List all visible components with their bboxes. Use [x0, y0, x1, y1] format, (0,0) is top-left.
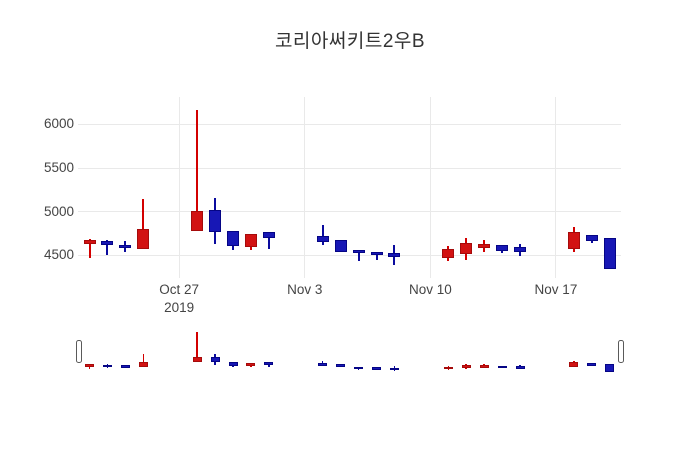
x-gridline	[555, 97, 557, 278]
mini-candle-wick-up	[142, 354, 145, 367]
y-gridline	[78, 123, 621, 125]
x-gridline	[304, 97, 306, 278]
candle-wick-down[interactable]	[375, 251, 378, 261]
candle-body-up[interactable]	[244, 234, 257, 248]
rangeslider-handle-left[interactable]	[76, 339, 82, 363]
mini-candle-body-down	[605, 363, 615, 372]
candle-body-down[interactable]	[603, 237, 616, 269]
mini-candle-body-up	[461, 365, 471, 368]
y-tick-label: 6000	[43, 116, 74, 132]
mini-candle-body-up	[569, 362, 579, 367]
y-tick-label: 5500	[43, 160, 74, 175]
candle-wick-down[interactable]	[321, 225, 324, 246]
candle-body-up[interactable]	[83, 240, 96, 244]
mini-candle-body-up	[246, 362, 256, 367]
mini-candle-body-down	[228, 361, 238, 366]
mini-candle-body-down	[515, 366, 525, 369]
candle-body-down[interactable]	[388, 253, 401, 257]
mini-candle-body-up	[138, 361, 148, 367]
y-gridline	[78, 167, 621, 169]
mini-candle-body-down	[587, 363, 597, 366]
candle-body-down[interactable]	[101, 241, 114, 245]
candle-body-up[interactable]	[567, 232, 580, 249]
candle-body-down[interactable]	[209, 209, 222, 233]
candle-body-down[interactable]	[585, 235, 598, 241]
x-tick-sublabel: 2019	[164, 300, 195, 315]
candle-body-up[interactable]	[137, 228, 150, 249]
x-tick-label: Oct 27	[159, 282, 200, 297]
x-gridline	[429, 97, 431, 278]
mini-candle-body-up	[443, 366, 453, 370]
candle-body-down[interactable]	[514, 247, 527, 252]
candle-body-down[interactable]	[352, 249, 365, 254]
candle-wick-down[interactable]	[106, 240, 109, 255]
x-tick-label: Nov 3	[287, 282, 323, 297]
mini-candle-body-up	[192, 356, 202, 362]
candle-body-down[interactable]	[496, 245, 509, 251]
candle-wick-up[interactable]	[88, 239, 91, 258]
candle-body-down[interactable]	[119, 244, 132, 248]
rangeslider-handle-right[interactable]	[617, 339, 624, 363]
mini-candle-body-down	[336, 364, 346, 368]
mini-candle-body-down	[497, 365, 507, 369]
candle-body-down[interactable]	[316, 235, 329, 242]
candle-wick-down[interactable]	[357, 249, 360, 262]
y-gridline	[78, 211, 621, 213]
candle-wick-down[interactable]	[267, 232, 270, 249]
mini-candle-body-down	[264, 362, 274, 365]
mini-candle-body-down	[210, 356, 220, 363]
candle-body-up[interactable]	[442, 248, 455, 258]
candle-body-up[interactable]	[478, 243, 491, 249]
mini-candle-wick-down	[321, 360, 324, 366]
candle-wick-up[interactable]	[196, 109, 199, 231]
candle-body-down[interactable]	[334, 240, 347, 252]
mini-candle-body-down	[318, 363, 328, 366]
mini-candle-body-down	[102, 364, 112, 368]
mini-candle-body-up	[479, 365, 489, 368]
candle-body-down[interactable]	[370, 251, 383, 255]
mini-candle-body-down	[120, 365, 130, 368]
candle-body-up[interactable]	[460, 242, 473, 255]
candle-body-up[interactable]	[191, 210, 204, 231]
x-gridline	[178, 97, 180, 278]
x-tick-label: Nov 17	[534, 282, 578, 297]
mini-candle-body-down	[372, 367, 382, 370]
chart-title: 코리아써키트2우B	[274, 31, 426, 52]
mini-candle-wick-up	[196, 331, 198, 362]
y-tick-label: 4500	[43, 247, 74, 263]
mini-candle-body-down	[389, 367, 399, 371]
candle-body-down[interactable]	[262, 232, 275, 239]
mini-candle-body-up	[85, 364, 94, 367]
candle-body-down[interactable]	[227, 230, 240, 247]
mini-candle-body-down	[354, 366, 364, 370]
x-tick-label: Nov 10	[408, 282, 452, 297]
y-gridline	[78, 254, 621, 256]
candle-wick-up[interactable]	[142, 199, 145, 249]
y-tick-label: 5000	[43, 203, 74, 219]
